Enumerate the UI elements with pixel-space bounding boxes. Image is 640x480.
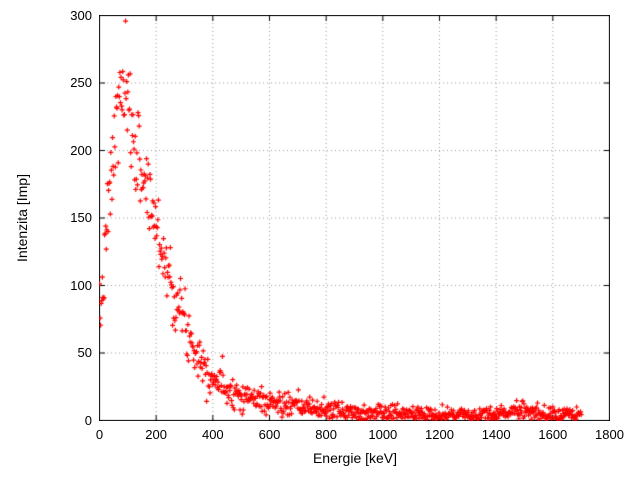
y-tick-label: 150 xyxy=(70,210,92,225)
y-tick-label: 250 xyxy=(70,75,92,90)
x-axis-label: Energie [keV] xyxy=(312,450,398,466)
y-tick-label: 100 xyxy=(70,277,92,293)
x-tick-label: 0 xyxy=(95,427,104,442)
plot-area xyxy=(99,15,610,421)
y-tick-label: 50 xyxy=(77,345,92,360)
y-tick-label: 300 xyxy=(70,7,92,23)
x-tick-label: 1200 xyxy=(425,427,454,442)
x-tick-label: 1000 xyxy=(368,427,398,442)
x-tick-label: 1800 xyxy=(595,427,624,442)
x-tick-label: 800 xyxy=(315,427,337,442)
y-axis-label: Intenzita [Imp] xyxy=(14,174,30,262)
x-tick-label: 400 xyxy=(201,427,224,442)
x-tick-label: 1600 xyxy=(538,427,568,442)
x-tick-label: 600 xyxy=(258,427,281,442)
x-tick-label: 1400 xyxy=(481,427,511,442)
y-tick-label: 0 xyxy=(84,412,92,428)
x-tick-label: 200 xyxy=(145,427,167,442)
y-tick-label: 200 xyxy=(70,142,92,158)
